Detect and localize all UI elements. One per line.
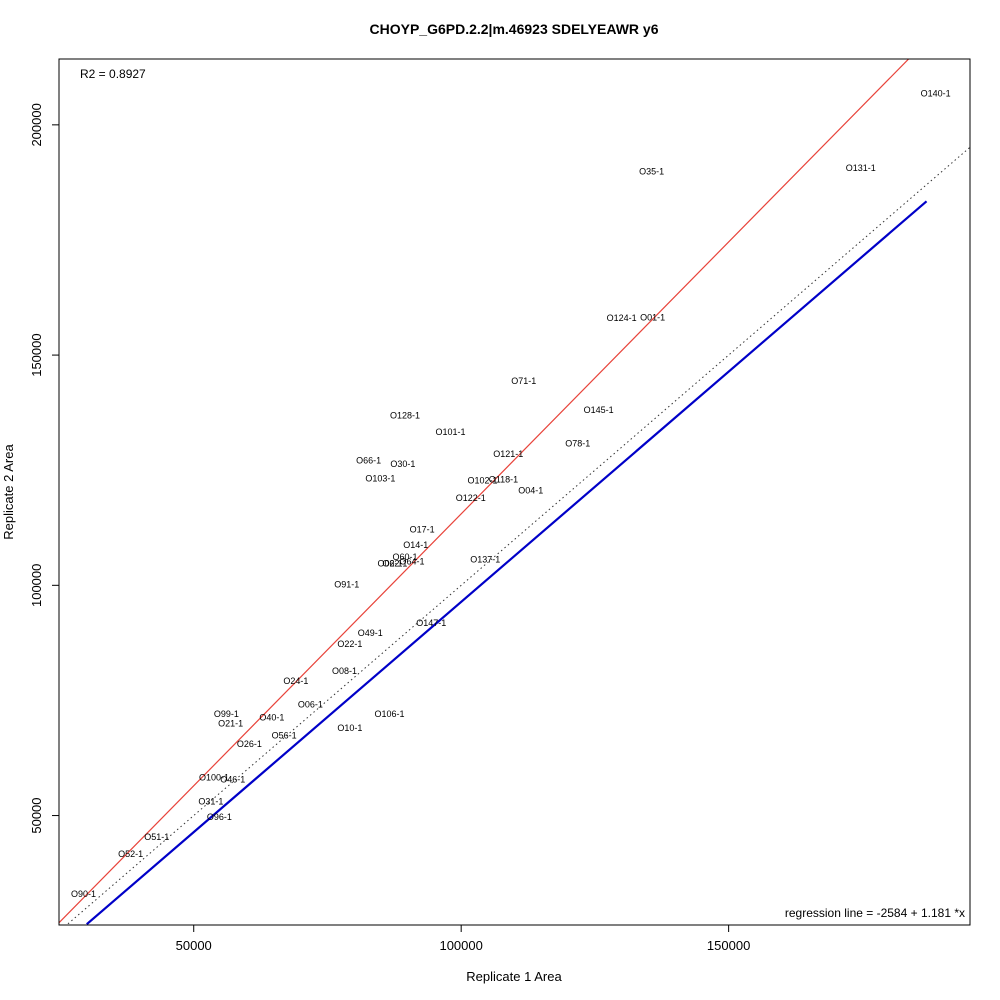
point-label: O40-1 <box>259 712 284 722</box>
r2-annotation: R2 = 0.8927 <box>80 67 146 81</box>
point-label: O64-1 <box>399 556 424 566</box>
point-label: O99-1 <box>214 709 239 719</box>
point-label: O124-1 <box>607 313 637 323</box>
point-label: O10-1 <box>337 723 362 733</box>
point-label: O66-1 <box>356 456 381 466</box>
x-tick-label: 100000 <box>439 938 482 953</box>
point-label: O06-1 <box>298 700 323 710</box>
point-label: O31-1 <box>198 796 223 806</box>
point-label: O122-1 <box>456 493 486 503</box>
point-label: O102-1 <box>468 475 498 485</box>
x-axis: 50000 100000 150000 <box>176 925 750 953</box>
point-label: O106-1 <box>374 709 404 719</box>
point-labels: O140-1 O131-1 O35-1 O124-1 O01-1 O71-1 O145-1 O… <box>71 89 951 899</box>
regression-annotation: regression line = -2584 + 1.181 *x <box>785 906 965 920</box>
point-label: O128-1 <box>390 410 420 420</box>
point-label: O121-1 <box>493 449 523 459</box>
x-axis-label: Replicate 1 Area <box>466 969 562 984</box>
y-axis: 50000 100000 150000 200000 <box>29 103 59 834</box>
point-label: O145-1 <box>584 405 614 415</box>
point-label: O96-1 <box>207 812 232 822</box>
identity-line <box>65 146 970 925</box>
y-tick-label: 50000 <box>29 797 44 833</box>
plot-frame <box>58 58 971 926</box>
point-label: O90-1 <box>71 889 96 899</box>
point-label: O52-1 <box>118 849 143 859</box>
point-label: O60-1 <box>393 552 418 562</box>
point-label: O14-1 <box>403 540 428 550</box>
y-tick-label: 150000 <box>29 333 44 376</box>
point-label: O62-1 <box>382 559 407 569</box>
point-label: O101-1 <box>435 427 465 437</box>
point-label: O56-1 <box>272 730 297 740</box>
x-tick-label: 50000 <box>176 938 212 953</box>
point-label: O49-1 <box>358 628 383 638</box>
point-label: O22-1 <box>337 639 362 649</box>
point-label: O04-1 <box>518 485 543 495</box>
point-label: O131-1 <box>846 163 876 173</box>
point-label: O08-1 <box>332 666 357 676</box>
point-label: O78-1 <box>565 438 590 448</box>
point-label: O103-1 <box>365 473 395 483</box>
point-label: O02-1 <box>378 559 403 569</box>
point-label: O30-1 <box>390 459 415 469</box>
chart-title: CHOYP_G6PD.2.2|m.46923 SDELYEAWR y6 <box>370 21 659 37</box>
point-label: O35-1 <box>639 166 664 176</box>
y-axis-label: Replicate 2 Area <box>1 444 16 540</box>
point-label: O100-1 <box>199 772 229 782</box>
fit-line <box>86 200 928 925</box>
point-label: O51-1 <box>144 832 169 842</box>
point-label: O46-1 <box>220 775 245 785</box>
point-label: O137-1 <box>470 555 500 565</box>
point-label: O71-1 <box>511 376 536 386</box>
y-tick-label: 100000 <box>29 564 44 607</box>
point-label: O140-1 <box>921 89 951 99</box>
point-label: O26-1 <box>237 739 262 749</box>
point-label: O118-1 <box>489 474 518 484</box>
point-label: O24-1 <box>283 676 308 686</box>
point-label: O147-1 <box>416 618 446 628</box>
point-label: O17-1 <box>410 525 435 535</box>
x-tick-label: 150000 <box>707 938 750 953</box>
point-label: O91-1 <box>334 579 359 589</box>
y-tick-label: 200000 <box>29 103 44 146</box>
point-label: O21-1 <box>218 718 243 728</box>
point-label: O01-1 <box>640 312 665 322</box>
